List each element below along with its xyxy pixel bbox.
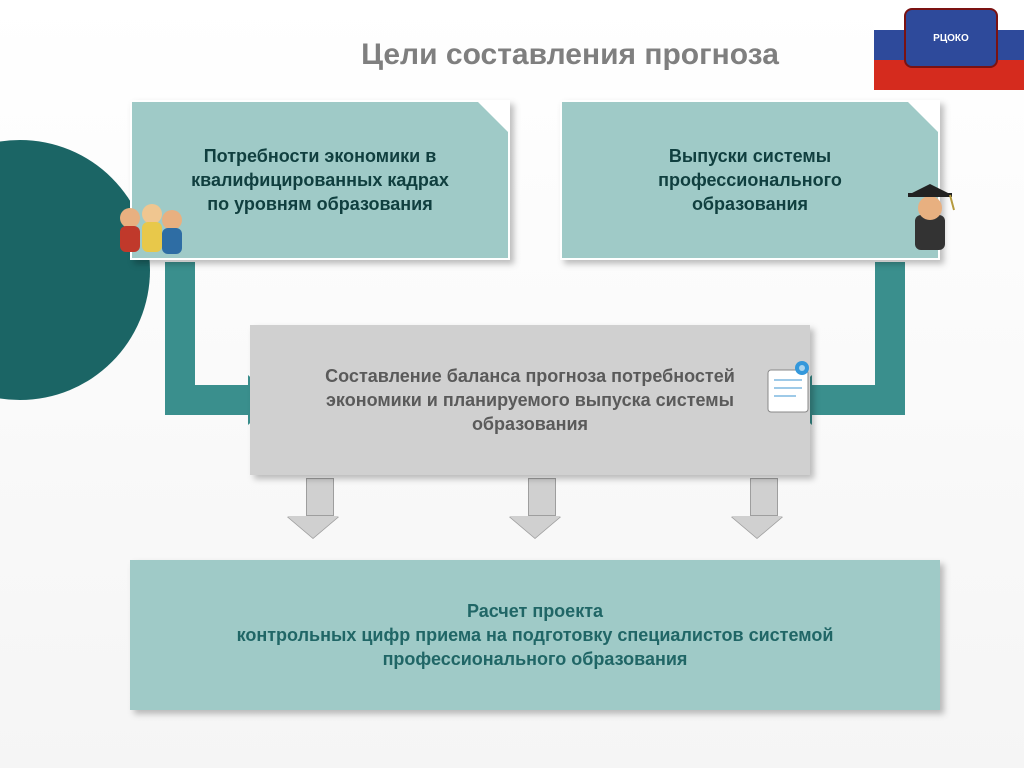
people-icon — [112, 200, 192, 260]
box-balance-forecast-text: Составление баланса прогноза потребносте… — [250, 346, 810, 455]
rcoko-emblem: РЦОКО — [904, 8, 998, 68]
title-text: Цели составления прогноза — [361, 38, 779, 71]
box-calculation-project: Расчет проектаконтрольных цифр приема на… — [130, 560, 940, 710]
decorative-circle — [0, 140, 150, 400]
page-title: Цели составления прогноза — [270, 38, 870, 72]
emblem-label: РЦОКО — [933, 33, 969, 44]
box-education-output-text: Выпуски системы профессионального образо… — [562, 126, 938, 235]
arrow-down-2 — [522, 478, 561, 538]
arrow-down-3 — [744, 478, 783, 538]
russian-flag-icon: РЦОКО — [874, 0, 1024, 90]
box-education-output: Выпуски системы профессионального образо… — [560, 100, 940, 260]
box-calculation-project-text: Расчет проектаконтрольных цифр приема на… — [130, 581, 940, 690]
note-pin-icon — [762, 358, 817, 418]
logo-flag: РЦОКО — [874, 0, 1024, 90]
box-balance-forecast: Составление баланса прогноза потребносте… — [250, 325, 810, 475]
arrow-down-1 — [300, 478, 339, 538]
graduate-icon — [900, 180, 960, 255]
